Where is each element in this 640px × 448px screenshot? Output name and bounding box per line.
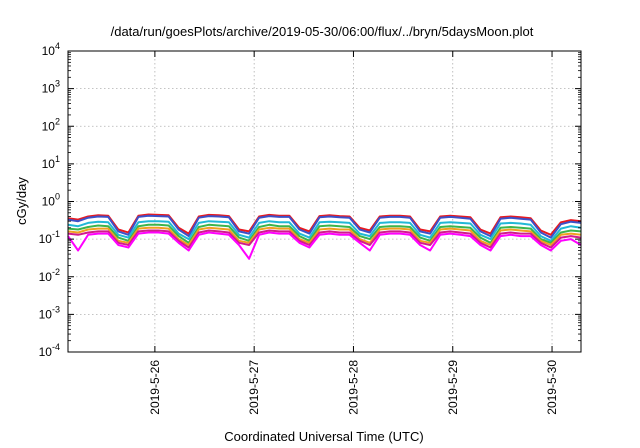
y-tick-label: 102	[42, 116, 60, 133]
y-tick-label: 10-2	[39, 267, 60, 284]
y-axis-label: cGy/day	[14, 177, 29, 225]
x-tick-label: 2019-5-30	[545, 360, 559, 415]
x-tick-label: 2019-5-26	[148, 360, 162, 415]
y-tick-label: 100	[42, 192, 60, 209]
x-tick-label: 2019-5-27	[247, 360, 261, 415]
x-tick-label: 2019-5-28	[346, 360, 360, 415]
y-tick-label: 104	[42, 41, 60, 58]
y-tick-label: 10-4	[39, 342, 60, 359]
grid-lines	[68, 51, 581, 352]
chart-title: /data/run/goesPlots/archive/2019-05-30/0…	[111, 24, 534, 39]
series-line-2	[67, 214, 582, 239]
x-tick-label: 2019-5-29	[446, 360, 460, 415]
x-axis-ticks: 2019-5-26 2019-5-27 2019-5-28 2019-5-29 2019…	[148, 51, 559, 415]
series-line-6	[67, 229, 582, 249]
y-tick-label: 10-3	[39, 304, 60, 321]
series-line-3	[67, 220, 582, 242]
y-tick-label: 101	[42, 154, 60, 171]
y-tick-label: 10-1	[39, 229, 60, 246]
series-line-7	[67, 231, 582, 260]
y-tick-label: 103	[42, 79, 60, 96]
y-axis-ticks: 104 103 102 101 100 10-1 10-2 10-3 10-4	[39, 41, 581, 359]
x-axis-label: Coordinated Universal Time (UTC)	[224, 429, 423, 444]
series-lines	[67, 213, 582, 260]
series-line-5	[67, 226, 582, 246]
series-line-4	[67, 223, 582, 244]
